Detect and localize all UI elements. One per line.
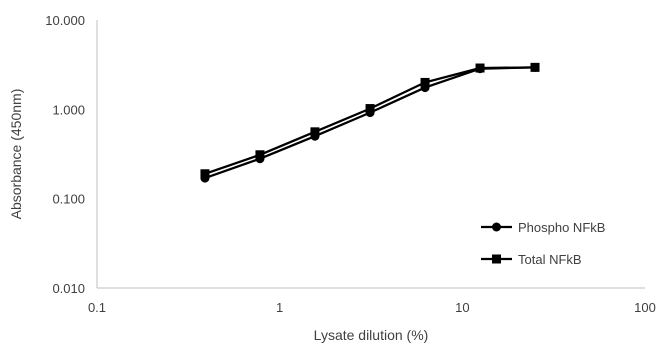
- series-line: [204, 66, 536, 175]
- data-point: [530, 62, 540, 72]
- legend-item: Total NFkB: [481, 252, 582, 267]
- y-axis-label: Absorbance (450nm): [8, 89, 24, 220]
- series-1: [200, 62, 540, 183]
- y-tick-labels: 0.010 0.100 1.000 10.000: [45, 13, 85, 296]
- legend-swatch-marker: [492, 222, 501, 232]
- x-tick-label: 10: [455, 300, 469, 315]
- x-tick-label: 0.1: [88, 300, 106, 315]
- y-tick-label: 0.100: [52, 192, 85, 207]
- series-line: [204, 66, 536, 180]
- data-point: [255, 150, 265, 160]
- x-tick-label: 1: [276, 300, 283, 315]
- x-axis-label: Lysate dilution (%): [314, 327, 429, 343]
- legend-label: Total NFkB: [518, 252, 582, 267]
- data-point: [310, 127, 320, 137]
- y-tick-label: 10.000: [45, 13, 85, 28]
- legend-swatch-marker: [492, 254, 501, 264]
- series-layer: [200, 62, 540, 183]
- y-tick-label: 1.000: [52, 102, 85, 117]
- x-tick-labels: 0.1 1 10 100: [88, 300, 656, 315]
- data-point: [475, 63, 485, 73]
- data-point: [365, 104, 375, 114]
- legend-item: Phospho NFkB: [481, 220, 605, 235]
- axes: [96, 20, 645, 289]
- data-point: [420, 77, 430, 87]
- x-tick-label: 100: [634, 300, 656, 315]
- series-2: [200, 62, 540, 179]
- y-tick-label: 0.010: [52, 281, 85, 296]
- data-point: [200, 169, 210, 179]
- legend: Phospho NFkB Total NFkB: [481, 220, 605, 267]
- legend-label: Phospho NFkB: [518, 220, 605, 235]
